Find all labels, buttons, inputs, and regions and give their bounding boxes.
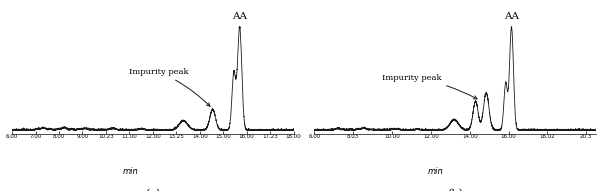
Text: Impurity peak: Impurity peak xyxy=(382,74,477,99)
Text: AA: AA xyxy=(504,12,519,21)
Text: (b): (b) xyxy=(447,189,463,191)
Text: Impurity peak: Impurity peak xyxy=(129,68,210,106)
Text: min: min xyxy=(122,167,138,176)
Text: (a): (a) xyxy=(145,189,161,191)
Text: min: min xyxy=(427,167,443,176)
Text: AA: AA xyxy=(232,12,247,21)
